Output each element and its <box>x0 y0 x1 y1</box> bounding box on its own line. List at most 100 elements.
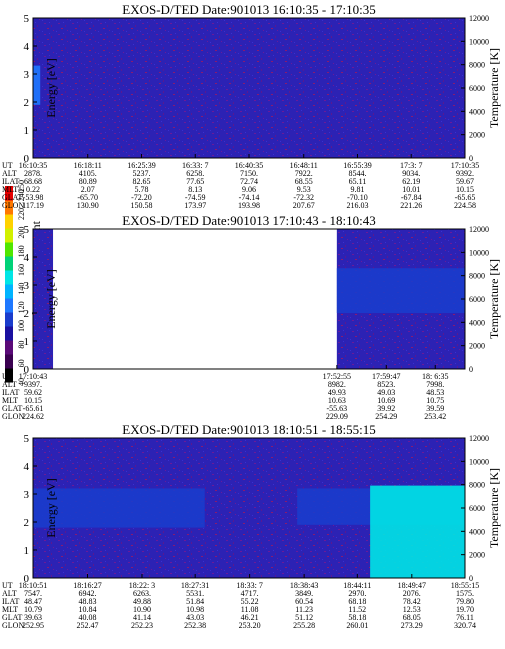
table-cell: 11.08 <box>241 605 259 614</box>
table-cell: 229.09 <box>326 412 348 421</box>
table-cell: 65.11 <box>349 177 367 186</box>
y2-tick-label: 4000 <box>469 107 485 116</box>
table-cell: 16:33: 7 <box>182 161 208 170</box>
table-cell: 10.15 <box>456 185 474 194</box>
y-tick-label: 5 <box>24 433 30 445</box>
table-cell: 2076. <box>403 589 421 598</box>
table-cell: -65.70 <box>77 193 98 202</box>
table-row-label: ALT <box>2 169 17 178</box>
y-tick-label: 5 <box>24 224 30 236</box>
table-cell: -72.20 <box>131 193 152 202</box>
table-cell: 224.62 <box>22 412 44 421</box>
colorbar-segment <box>5 312 13 327</box>
y2-tick-label: 10000 <box>469 248 489 257</box>
table-cell: 2.07 <box>81 185 95 194</box>
y2-tick-label: 2000 <box>469 131 485 140</box>
table-cell: 72.74 <box>240 177 258 186</box>
table-cell: 5531. <box>186 589 204 598</box>
y-axis-label: Energy [eV] <box>44 58 58 117</box>
table-cell: 59.67 <box>456 177 474 186</box>
table-cell: 18:22: 3 <box>129 581 155 590</box>
table-cell: 0.22 <box>26 185 40 194</box>
y-tick-label: 1 <box>24 336 30 348</box>
table-cell: 2970. <box>348 589 366 598</box>
table-cell: 68.18 <box>348 597 366 606</box>
energy-band <box>370 485 465 578</box>
y-tick-label: 5 <box>24 13 30 25</box>
y2-tick-label: 10000 <box>469 37 489 46</box>
table-cell: 10.84 <box>78 605 96 614</box>
table-cell: 68.68 <box>24 177 42 186</box>
table-cell: 6942. <box>78 589 96 598</box>
colorbar-tick-label: 180 <box>17 245 26 257</box>
y-tick-label: 2 <box>24 97 30 109</box>
table-cell: 39.59 <box>426 404 444 413</box>
table-cell: 17:52:55 <box>323 372 351 381</box>
y2-tick-label: 0 <box>469 154 473 163</box>
colorbar-segment <box>5 186 13 201</box>
y2-axis-label: Temperature [K] <box>487 259 501 339</box>
table-cell: 6258. <box>186 169 204 178</box>
energy-band <box>33 488 205 528</box>
table-row-label: ILAT <box>2 177 19 186</box>
table-cell: 207.67 <box>293 201 315 210</box>
y-tick-label: 3 <box>24 489 30 501</box>
colorbar-segment <box>5 200 13 215</box>
table-cell: 252.95 <box>22 621 44 630</box>
colorbar-tick-label: 100 <box>17 320 26 332</box>
table-cell: 117.19 <box>22 201 44 210</box>
table-cell: 39.63 <box>24 613 42 622</box>
y-axis-label: Energy [eV] <box>44 478 58 537</box>
table-cell: 46.21 <box>241 613 259 622</box>
data-gap <box>53 229 337 369</box>
table-cell: 80.89 <box>79 177 97 186</box>
table-cell: 19.70 <box>456 605 474 614</box>
table-cell: 48.83 <box>78 597 96 606</box>
spectrogram-panel-3: EXOS-D/TED Date:901013 18:10:51 - 18:55:… <box>2 422 501 630</box>
colorbar-tick-label: 160 <box>17 264 26 276</box>
y2-tick-label: 6000 <box>469 84 485 93</box>
table-cell: 18:33: 7 <box>236 581 262 590</box>
table-cell: 40.08 <box>78 613 96 622</box>
table-cell: 9.81 <box>350 185 364 194</box>
table-cell: 4717. <box>241 589 259 598</box>
table-cell: 16:25:39 <box>127 161 155 170</box>
table-cell: 224.58 <box>454 201 476 210</box>
table-cell: 7150. <box>240 169 258 178</box>
y-tick-label: 2 <box>24 517 30 529</box>
table-cell: 216.03 <box>346 201 368 210</box>
table-cell: 10.90 <box>133 605 151 614</box>
y2-axis-label: Temperature [K] <box>487 468 501 548</box>
table-cell: 150.58 <box>130 201 152 210</box>
table-cell: 9392. <box>456 169 474 178</box>
colorbar-segment <box>5 298 13 313</box>
table-cell: 62.19 <box>402 177 420 186</box>
table-cell: 10.75 <box>426 396 444 405</box>
table-cell: 16:55:39 <box>343 161 371 170</box>
energy-band <box>336 268 465 313</box>
colorbar-tick-label: 40 <box>17 378 26 386</box>
table-cell: 82.65 <box>132 177 150 186</box>
y2-tick-label: 8000 <box>469 272 485 281</box>
y-tick-label: 1 <box>24 125 30 137</box>
table-row-label: GLAT <box>2 193 23 202</box>
table-cell: 18:38:43 <box>290 581 318 590</box>
colorbar-tick-label: 220 <box>17 208 26 220</box>
colorbar-tick-label: 250 <box>17 180 26 192</box>
y2-tick-label: 12000 <box>469 434 489 443</box>
table-cell: 59.62 <box>24 388 42 397</box>
colorbar-tick-label: 80 <box>17 341 26 349</box>
table-cell: 9.06 <box>242 185 256 194</box>
y2-tick-label: 4000 <box>469 318 485 327</box>
table-cell: 10.69 <box>377 396 395 405</box>
energy-band <box>33 65 41 105</box>
y2-tick-label: 10000 <box>469 457 489 466</box>
table-cell: 68.05 <box>403 613 421 622</box>
table-cell: -70.10 <box>347 193 368 202</box>
colorbar-segment <box>5 340 13 355</box>
table-cell: 254.29 <box>375 412 397 421</box>
table-cell: 49.88 <box>133 597 151 606</box>
colorbar-segment <box>5 242 13 257</box>
y-tick-label: 1 <box>24 545 30 557</box>
y2-tick-label: 12000 <box>469 225 489 234</box>
